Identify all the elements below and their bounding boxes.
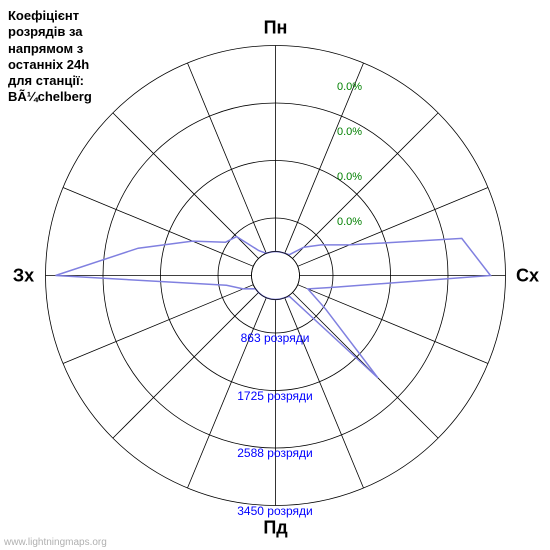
svg-text:Пн: Пн [264,18,288,38]
svg-text:Сх: Сх [516,266,539,286]
svg-text:0.0%: 0.0% [337,81,362,93]
chart-title: Коефіцієнт розрядів за напрямом з останн… [8,8,92,106]
svg-text:863 розряди: 863 розряди [241,331,310,345]
svg-text:1725 розряди: 1725 розряди [237,389,313,403]
svg-text:Пд: Пд [263,518,288,538]
svg-text:0.0%: 0.0% [337,216,362,228]
svg-text:0.0%: 0.0% [337,126,362,138]
svg-text:0.0%: 0.0% [337,171,362,183]
svg-text:Зх: Зх [13,266,34,286]
svg-text:2588 розряди: 2588 розряди [237,446,313,460]
svg-text:3450 розряди: 3450 розряди [237,504,313,518]
footer-link: www.lightningmaps.org [4,537,107,548]
